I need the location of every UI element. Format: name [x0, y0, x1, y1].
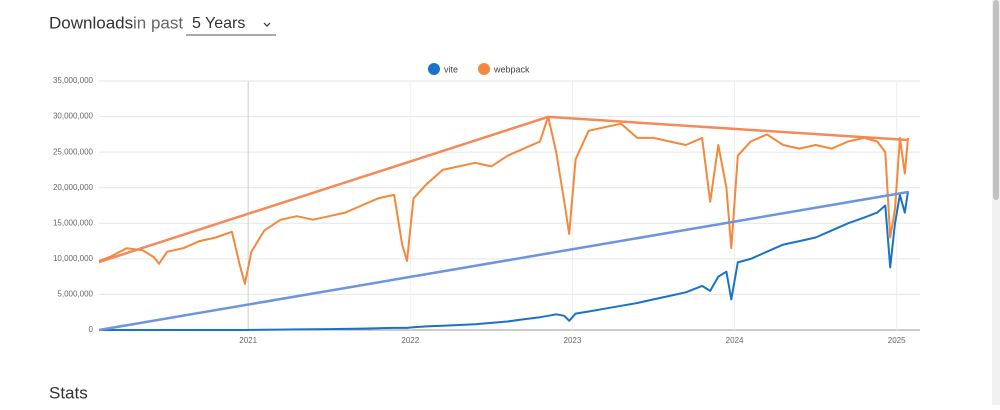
y-tick-label: 15,000,000 [53, 218, 94, 227]
legend-label: vite [444, 64, 458, 74]
legend-dot [478, 63, 491, 75]
scrollbar-track [992, 0, 1000, 405]
dropdown-chevron [263, 22, 271, 27]
scrollbar-thumb[interactable] [993, 0, 999, 200]
y-tick-label: 5,000,000 [57, 290, 93, 299]
range-dropdown[interactable]: 5 Years [186, 15, 276, 36]
y-tick-label: 35,000,000 [53, 76, 94, 85]
trend-line [98, 115, 909, 264]
x-tick-label: 2021 [239, 336, 257, 345]
chart: 0 5,000,000 10,000,000 15,000,000 20,000,000… [53, 63, 920, 345]
legend-label: webpack [493, 64, 530, 74]
y-tick-label: 20,000,000 [53, 183, 94, 192]
trend-line [98, 190, 909, 332]
x-tick-label: 2022 [401, 336, 419, 345]
y-tick-label: 25,000,000 [53, 147, 94, 156]
series-line [98, 115, 909, 285]
x-tick-label: 2025 [888, 336, 906, 345]
y-tick-label: 0 [89, 325, 94, 334]
y-tick-label: 10,000,000 [53, 254, 94, 263]
range-label: in past [133, 13, 183, 32]
legend-dot [428, 63, 440, 75]
range-value: 5 Years [192, 15, 245, 32]
x-tick-label: 2023 [564, 336, 582, 345]
section-title: Stats [49, 383, 88, 402]
header-title: Downloads [49, 13, 133, 32]
x-tick-label: 2024 [726, 336, 744, 345]
y-tick-label: 30,000,000 [53, 112, 94, 121]
series-line [99, 191, 909, 331]
